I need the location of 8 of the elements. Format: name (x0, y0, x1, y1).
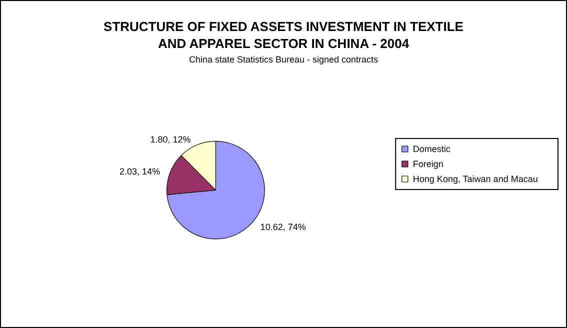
chart-subtitle: China state Statistics Bureau - signed contracts (188, 54, 379, 64)
legend-label: Domestic (412, 144, 451, 154)
data-label: 1.80, 12% (150, 134, 191, 144)
legend-label: Foreign (412, 159, 444, 169)
data-label: 2.03, 14% (120, 166, 160, 176)
legend-label: Hong Kong, Taiwan and Macau (412, 174, 538, 184)
data-label: 10.62, 74% (260, 222, 306, 232)
chart-title: STRUCTURE OF FIXED ASSETS INVESTMENT IN TEXTILE AND APPAREL SECTOR IN CHINA - 2004 (104, 19, 464, 51)
